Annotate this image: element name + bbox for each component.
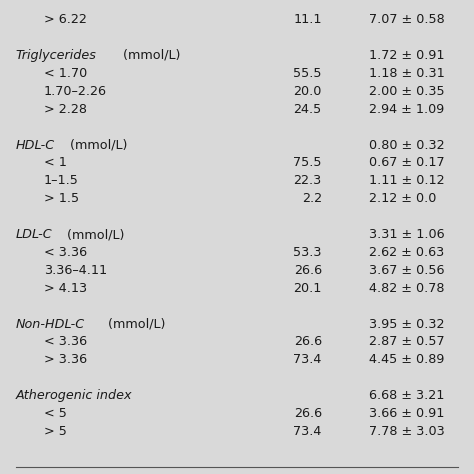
Text: (mmol/L): (mmol/L)	[66, 138, 127, 152]
Text: > 5: > 5	[44, 425, 67, 438]
Text: < 1.70: < 1.70	[44, 67, 87, 80]
Text: 1.70–2.26: 1.70–2.26	[44, 85, 107, 98]
Text: 7.07 ± 0.58: 7.07 ± 0.58	[369, 13, 445, 26]
Text: 1.72 ± 0.91: 1.72 ± 0.91	[369, 49, 445, 62]
Text: < 3.36: < 3.36	[44, 246, 87, 259]
Text: 3.36–4.11: 3.36–4.11	[44, 264, 107, 277]
Text: (mmol/L): (mmol/L)	[119, 49, 181, 62]
Text: 55.5: 55.5	[293, 67, 322, 80]
Text: 7.78 ± 3.03: 7.78 ± 3.03	[369, 425, 445, 438]
Text: 1.11 ± 0.12: 1.11 ± 0.12	[369, 174, 445, 187]
Text: < 1: < 1	[44, 156, 67, 169]
Text: 26.6: 26.6	[294, 407, 322, 420]
Text: 22.3: 22.3	[293, 174, 322, 187]
Text: 3.95 ± 0.32: 3.95 ± 0.32	[369, 318, 445, 330]
Text: 1–1.5: 1–1.5	[44, 174, 79, 187]
Text: (mmol/L): (mmol/L)	[63, 228, 124, 241]
Text: 4.45 ± 0.89: 4.45 ± 0.89	[369, 354, 444, 366]
Text: Non-HDL-C: Non-HDL-C	[16, 318, 85, 330]
Text: 26.6: 26.6	[294, 264, 322, 277]
Text: 2.12 ± 0.0: 2.12 ± 0.0	[369, 192, 437, 205]
Text: 3.66 ± 0.91: 3.66 ± 0.91	[369, 407, 444, 420]
Text: 3.31 ± 1.06: 3.31 ± 1.06	[369, 228, 445, 241]
Text: 11.1: 11.1	[293, 13, 322, 26]
Text: 6.68 ± 3.21: 6.68 ± 3.21	[369, 389, 444, 402]
Text: 2.62 ± 0.63: 2.62 ± 0.63	[369, 246, 444, 259]
Text: 3.67 ± 0.56: 3.67 ± 0.56	[369, 264, 445, 277]
Text: (mmol/L): (mmol/L)	[104, 318, 165, 330]
Text: 53.3: 53.3	[293, 246, 322, 259]
Text: Triglycerides: Triglycerides	[16, 49, 96, 62]
Text: Atherogenic index: Atherogenic index	[16, 389, 132, 402]
Text: 2.94 ± 1.09: 2.94 ± 1.09	[369, 103, 444, 116]
Text: 2.2: 2.2	[301, 192, 322, 205]
Text: 2.87 ± 0.57: 2.87 ± 0.57	[369, 336, 445, 348]
Text: > 6.22: > 6.22	[44, 13, 87, 26]
Text: 73.4: 73.4	[293, 354, 322, 366]
Text: > 1.5: > 1.5	[44, 192, 79, 205]
Text: 24.5: 24.5	[293, 103, 322, 116]
Text: 0.67 ± 0.17: 0.67 ± 0.17	[369, 156, 445, 169]
Text: 26.6: 26.6	[294, 336, 322, 348]
Text: 73.4: 73.4	[293, 425, 322, 438]
Text: 2.00 ± 0.35: 2.00 ± 0.35	[369, 85, 445, 98]
Text: LDL-C: LDL-C	[16, 228, 52, 241]
Text: 1.18 ± 0.31: 1.18 ± 0.31	[369, 67, 445, 80]
Text: 20.0: 20.0	[293, 85, 322, 98]
Text: < 5: < 5	[44, 407, 67, 420]
Text: 4.82 ± 0.78: 4.82 ± 0.78	[369, 282, 445, 295]
Text: > 3.36: > 3.36	[44, 354, 87, 366]
Text: 0.80 ± 0.32: 0.80 ± 0.32	[369, 138, 445, 152]
Text: 20.1: 20.1	[293, 282, 322, 295]
Text: < 3.36: < 3.36	[44, 336, 87, 348]
Text: HDL-C: HDL-C	[16, 138, 55, 152]
Text: > 4.13: > 4.13	[44, 282, 87, 295]
Text: 75.5: 75.5	[293, 156, 322, 169]
Text: > 2.28: > 2.28	[44, 103, 87, 116]
